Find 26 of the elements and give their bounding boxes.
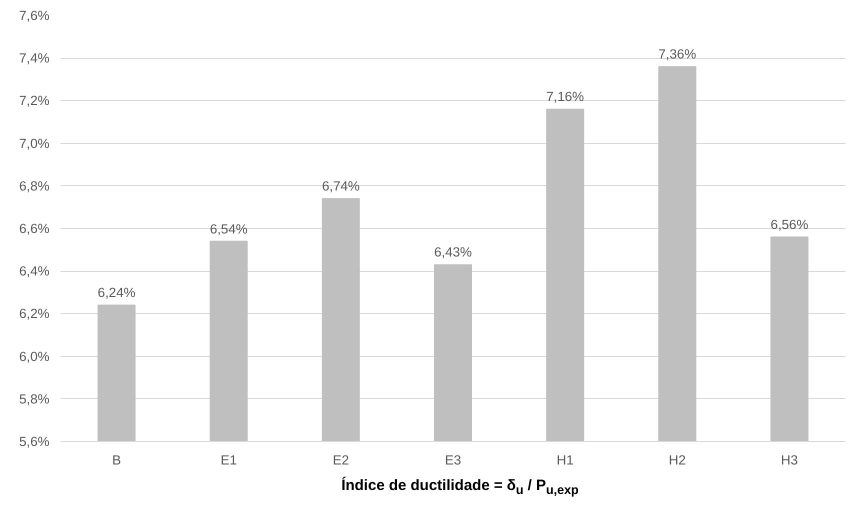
y-tick-label: 5,6%	[19, 434, 50, 449]
x-tick-label: H3	[780, 452, 798, 468]
data-label: 6,74%	[322, 178, 360, 194]
data-label: 6,54%	[210, 221, 248, 236]
x-tick-label: E1	[220, 452, 237, 468]
y-tick-label: 6,6%	[19, 221, 50, 236]
data-label: 7,16%	[546, 89, 584, 104]
y-tick-label: 7,0%	[19, 136, 50, 151]
x-axis-title: Índice de ductilidade = δ$_{u}$ / P$_{u,exp}$	[341, 476, 579, 499]
x-tick-label: E2	[332, 452, 350, 468]
y-tick-label: 6,0%	[19, 348, 50, 364]
y-tick-label: 5,8%	[19, 391, 50, 406]
x-tick-label: B	[112, 452, 122, 468]
y-tick-label: 7,2%	[19, 93, 50, 108]
data-label: 6,43%	[434, 244, 472, 260]
x-tick-label: H2	[668, 452, 686, 468]
data-label: 6,24%	[98, 285, 136, 300]
y-tick-label: 6,4%	[19, 264, 50, 279]
data-label: 6,56%	[770, 217, 808, 232]
x-tick-label: H1	[556, 452, 574, 468]
y-tick-label: 6,8%	[19, 178, 50, 194]
data-label: 7,36%	[658, 46, 696, 62]
x-tick-label: E3	[444, 452, 462, 468]
y-tick-label: 6,2%	[19, 306, 50, 322]
y-tick-label: 7,6%	[19, 8, 50, 23]
y-tick-label: 7,4%	[19, 50, 50, 66]
